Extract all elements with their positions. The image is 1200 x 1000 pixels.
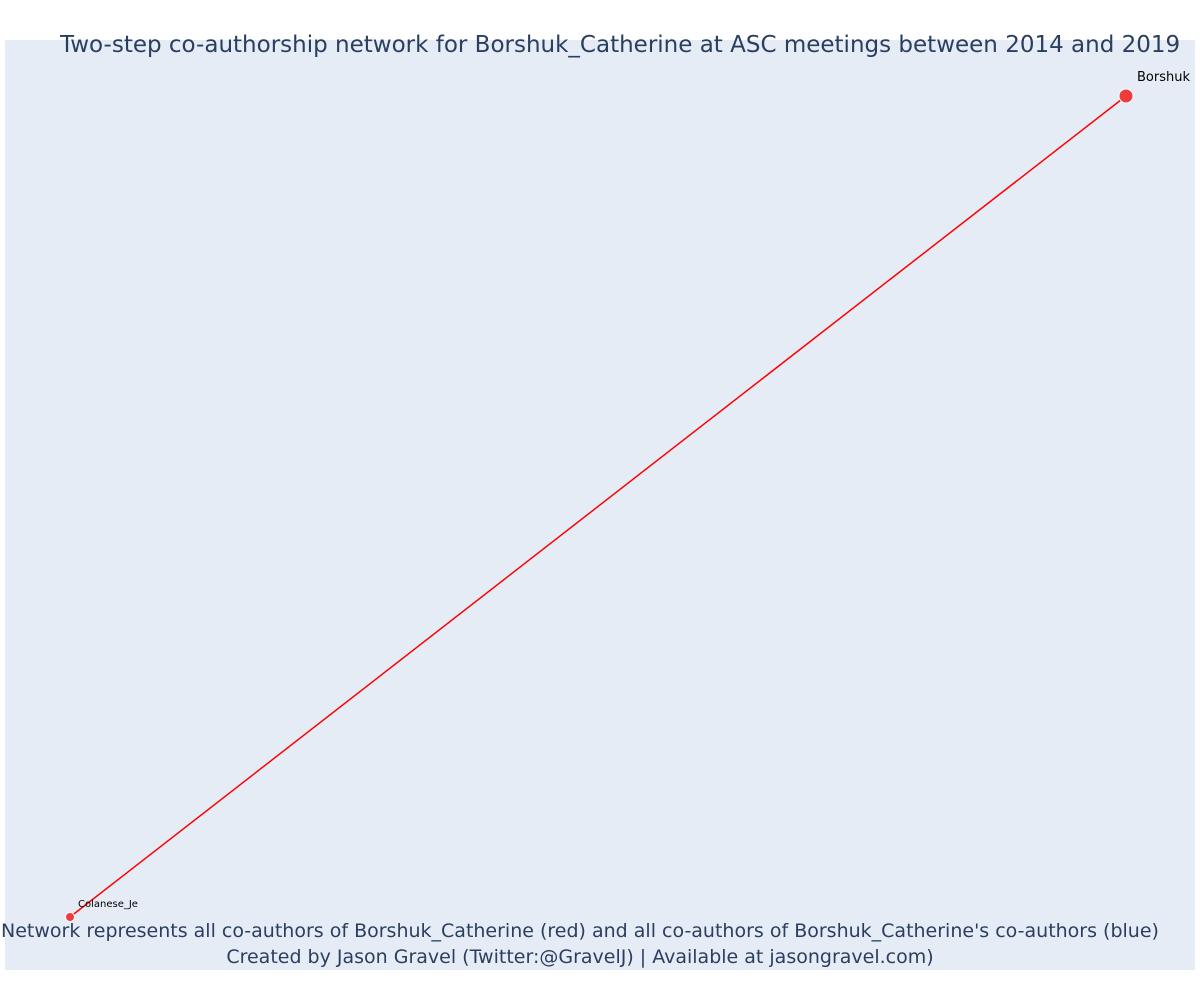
chart-caption: Network represents all co-authors of Bor… [0, 918, 1160, 970]
node-colanese[interactable] [65, 912, 75, 922]
node-label-colanese: Colanese_Je [78, 899, 138, 910]
caption-line-2: Created by Jason Gravel (Twitter:@Gravel… [226, 946, 934, 968]
node-label-borshuk: Borshuk [1137, 70, 1190, 85]
chart-title: Two-step co-authorship network for Borsh… [60, 32, 1181, 58]
caption-line-1: Network represents all co-authors of Bor… [1, 920, 1159, 942]
nodes-layer [65, 88, 1134, 922]
edges-layer [69, 95, 1127, 918]
labels-layer: Borshuk Colanese_Je [78, 70, 1190, 910]
edge-borshuk-colanese [69, 95, 1127, 918]
node-borshuk[interactable] [1118, 88, 1134, 104]
